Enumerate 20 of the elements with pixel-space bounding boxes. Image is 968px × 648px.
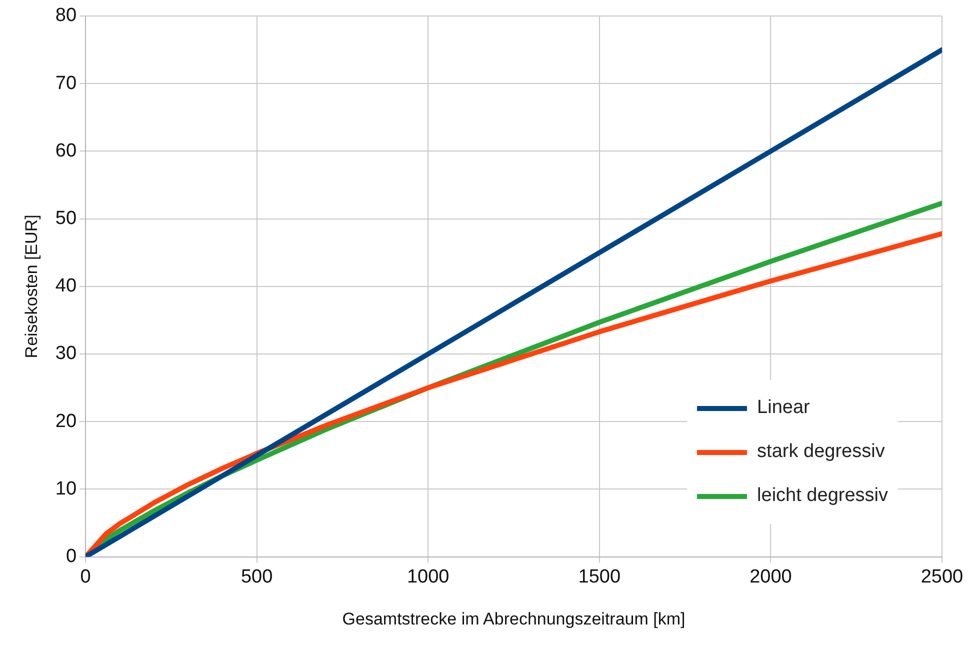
y-tick-label: 50	[55, 208, 77, 230]
y-tick-label: 10	[55, 478, 77, 500]
x-tick-label: 1000	[406, 566, 450, 588]
y-axis-title: Reisekosten [EUR]	[22, 214, 41, 358]
y-tick-label: 0	[66, 546, 77, 568]
x-axis-title: Gesamtstrecke im Abrechnungszeitraum [km]	[342, 609, 686, 628]
x-tick-label: 1500	[578, 566, 621, 588]
legend-label: leicht degressiv	[757, 485, 888, 507]
x-tick-label: 2000	[750, 566, 792, 588]
y-tick-label: 20	[55, 410, 77, 432]
legend-label: Linear	[757, 397, 810, 419]
y-tick-label: 70	[55, 72, 77, 94]
legend-label: stark degressiv	[757, 441, 885, 463]
x-tick-label: 500	[240, 566, 273, 588]
y-tick-label: 30	[55, 343, 77, 364]
x-tick-label: 2500	[920, 566, 964, 588]
y-tick-label: 80	[55, 5, 77, 26]
y-tick-label: 60	[55, 140, 77, 162]
x-tick-label: 0	[80, 566, 91, 588]
y-tick-label: 40	[55, 276, 77, 297]
